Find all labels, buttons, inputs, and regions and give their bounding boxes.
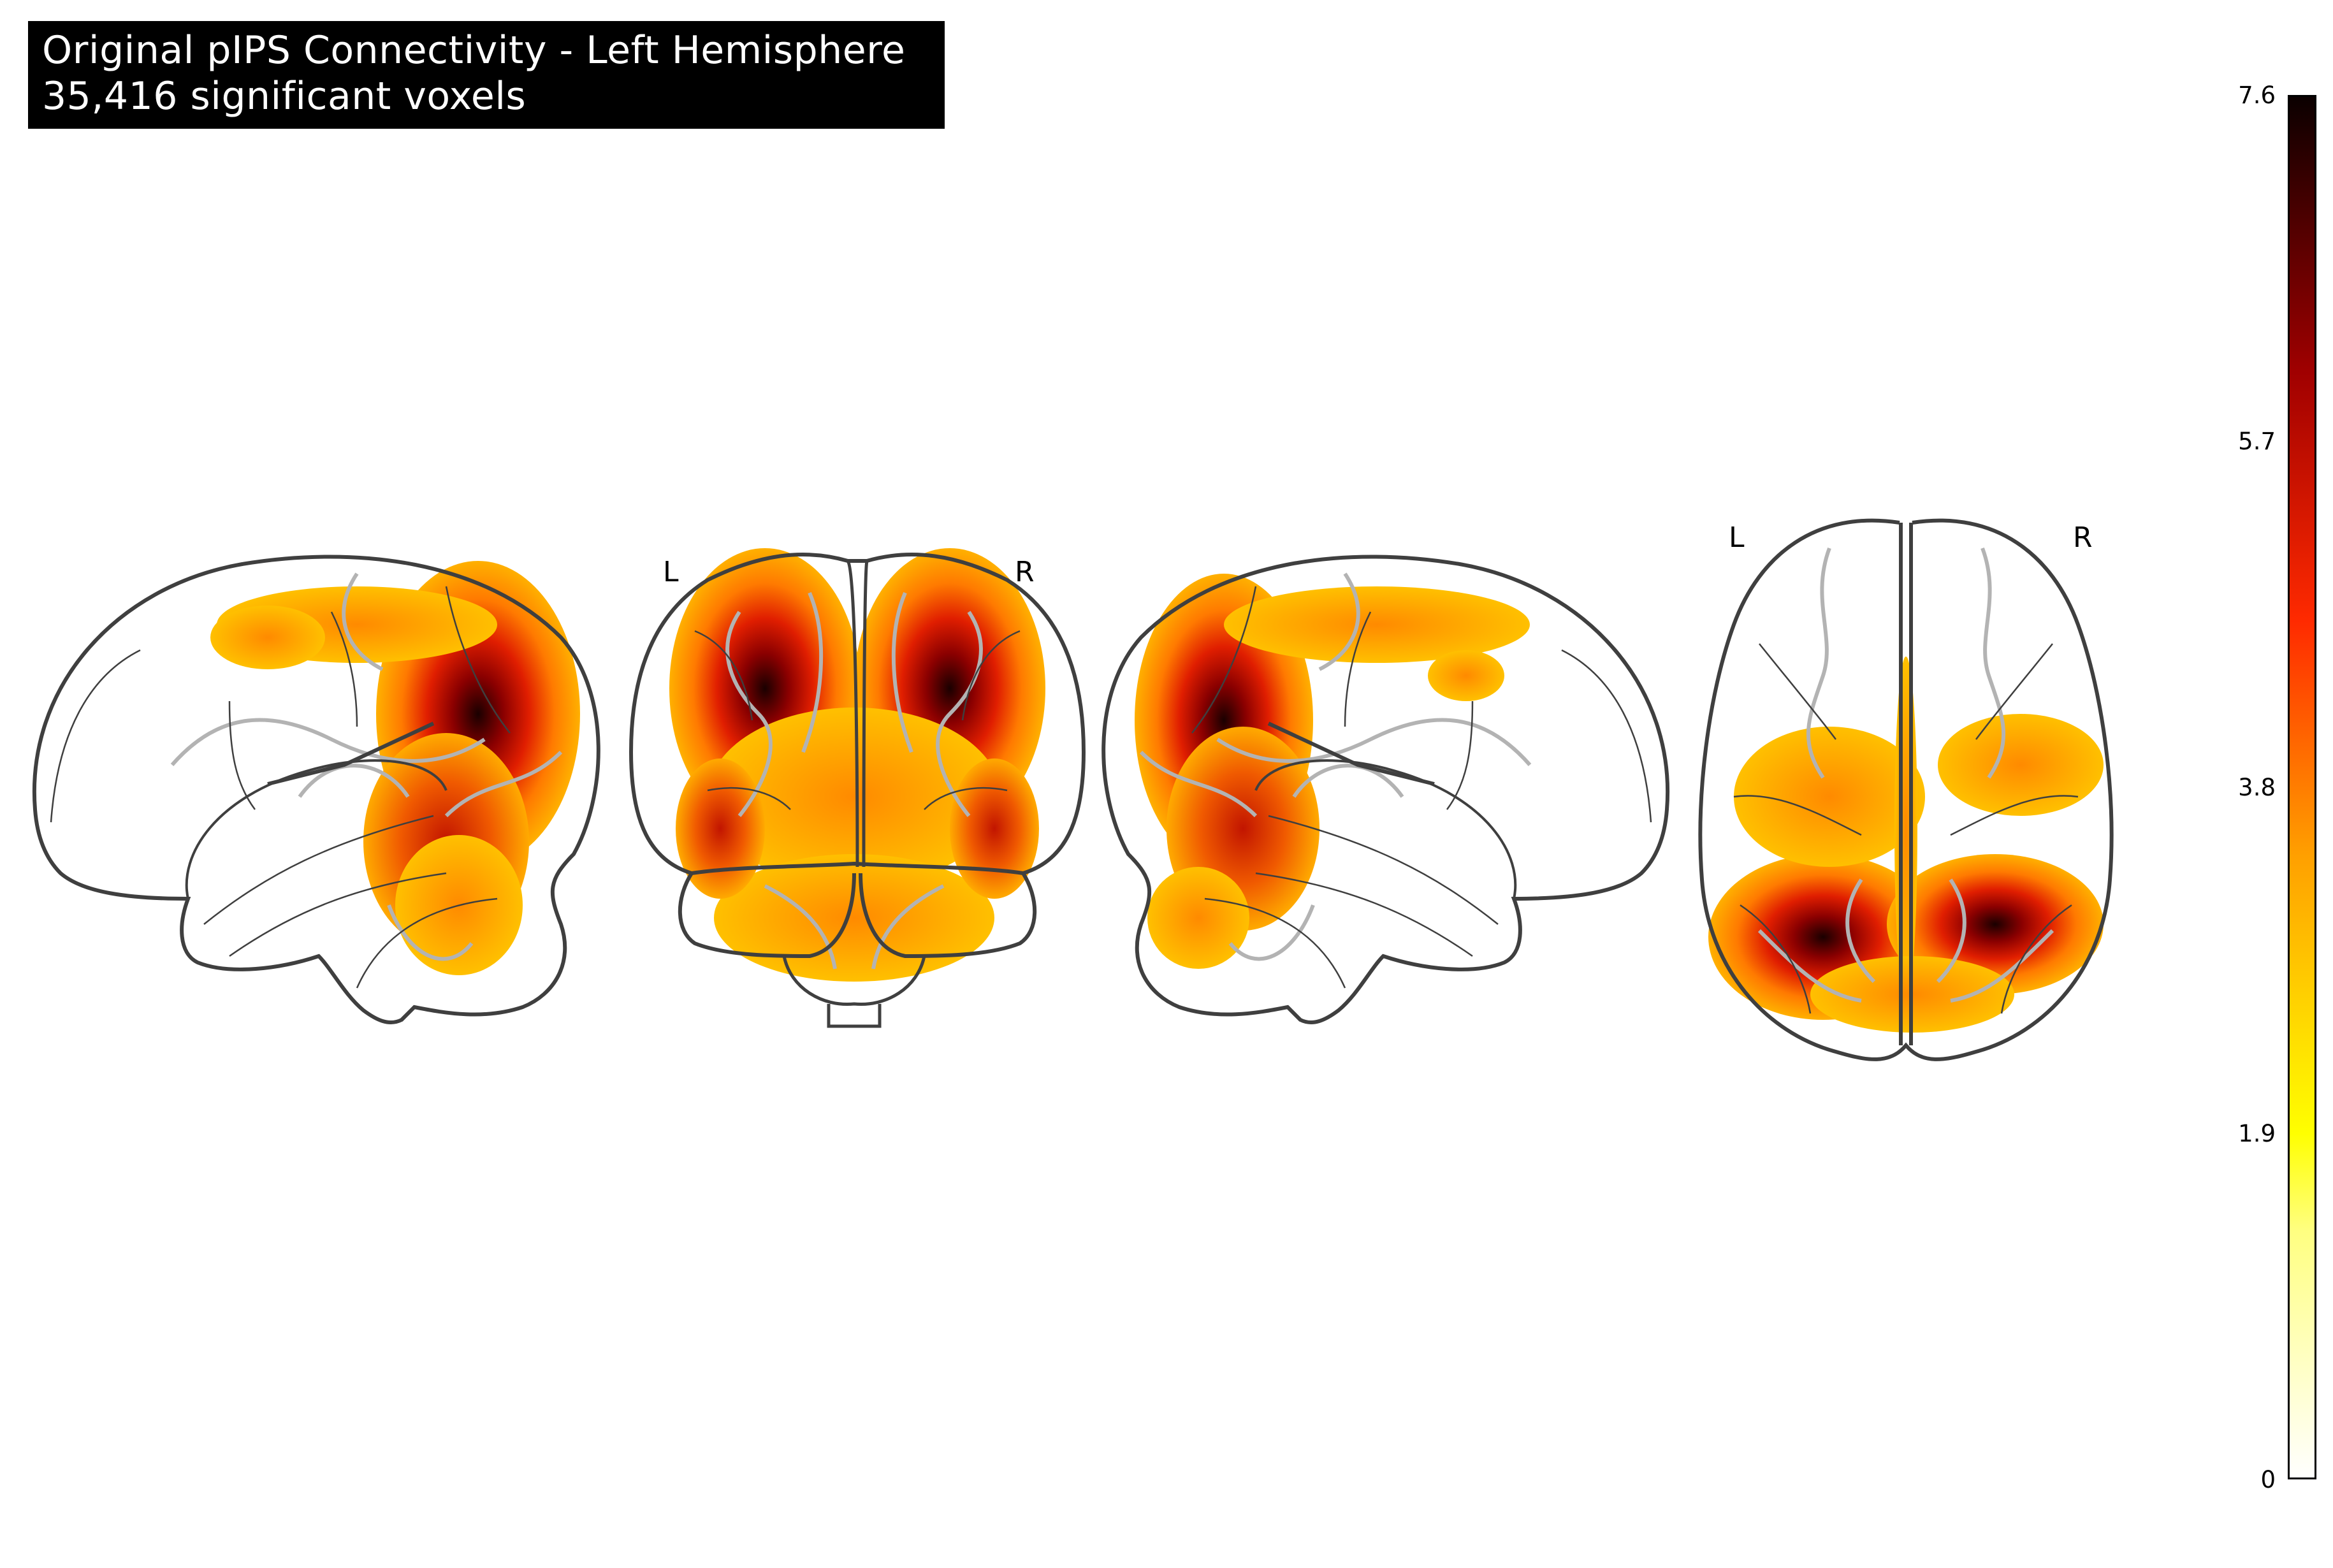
colorbar-tick-1-9: 1.9 (2238, 1120, 2276, 1147)
colorbar-tick-3-8: 3.8 (2238, 774, 2276, 801)
axial-left-label: L (1729, 521, 1745, 554)
axial-view (1698, 518, 2114, 1061)
axial-right-label: R (2073, 521, 2093, 554)
title-line-2: 35,416 significant voxels (42, 74, 527, 119)
colorbar-tick-min: 0 (2260, 1466, 2276, 1493)
colorbar-gradient (2288, 95, 2316, 1479)
sagittal-right-view (1101, 555, 1670, 1024)
title-box: Original pIPS Connectivity - Left Hemisp… (28, 21, 945, 129)
colorbar-tick-5-7: 5.7 (2238, 428, 2276, 455)
coronal-left-label: L (663, 556, 679, 588)
colorbar-tick-max: 7.6 (2238, 82, 2276, 109)
coronal-right-label: R (1015, 556, 1035, 588)
coronal-activation (669, 548, 1045, 982)
axial-activation (1708, 657, 2104, 1033)
title-line-1: Original pIPS Connectivity - Left Hemisp… (42, 28, 906, 73)
sagittal-left-activation (210, 561, 580, 975)
sagittal-left-view (32, 555, 600, 1024)
colorbar (2288, 95, 2316, 1479)
coronal-view (629, 548, 1086, 1028)
sagittal-right-activation (1135, 574, 1530, 969)
